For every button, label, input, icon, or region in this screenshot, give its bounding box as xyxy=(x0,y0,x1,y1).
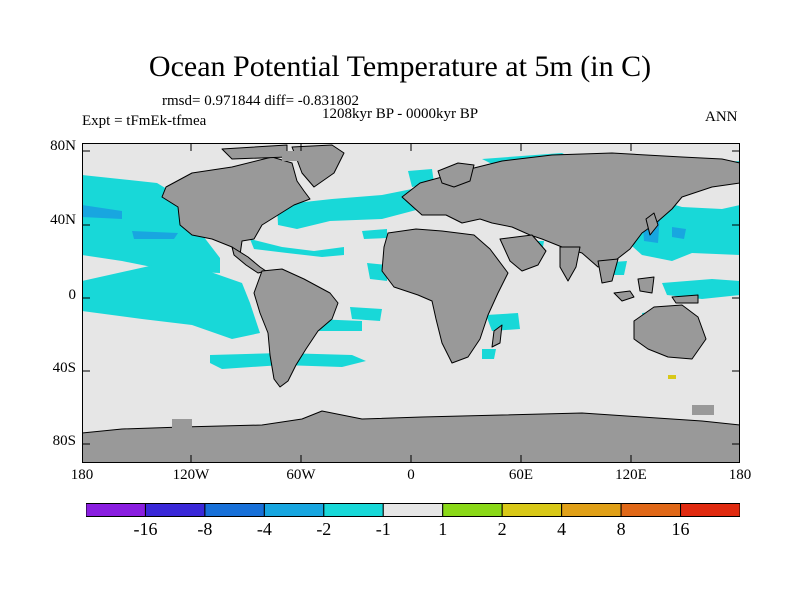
colorbar xyxy=(86,503,740,517)
land-masses xyxy=(82,144,740,463)
north-america xyxy=(161,156,311,256)
colorbar-label: 1 xyxy=(438,519,448,539)
x-tick-label: 0 xyxy=(407,467,415,483)
x-tick-label: 60E xyxy=(508,467,534,483)
arabia xyxy=(499,234,547,272)
africa xyxy=(381,228,509,364)
colorbar-swatch xyxy=(501,503,563,517)
colorbar-swatch xyxy=(323,503,384,517)
colorbar-swatch xyxy=(620,503,682,517)
x-tick-label: 120W xyxy=(172,467,210,483)
colorbar-swatch xyxy=(144,503,206,517)
antarctica xyxy=(82,410,740,463)
india xyxy=(559,246,581,282)
colorbar-swatch xyxy=(680,503,740,517)
y-tick-label: 40S xyxy=(52,360,76,376)
y-tick-label: 80S xyxy=(52,433,76,449)
madagascar xyxy=(491,324,503,348)
season-label: ANN xyxy=(705,109,738,125)
x-tick-label: 180 xyxy=(728,467,752,483)
colorbar-label: 4 xyxy=(557,519,567,539)
colorbar-label: -1 xyxy=(375,519,391,539)
temperature-difference-map xyxy=(82,143,740,463)
y-tick-label: 0 xyxy=(68,287,77,303)
colorbar-swatch xyxy=(382,503,444,517)
colorbar-label: -2 xyxy=(316,519,332,539)
colorbar-label: -8 xyxy=(197,519,213,539)
colorbar-label: 8 xyxy=(616,519,626,539)
south-america xyxy=(253,268,339,388)
colorbar-swatch xyxy=(86,503,146,517)
experiment-label: Expt = tFmEk-tfmea xyxy=(82,113,207,129)
indonesia xyxy=(613,290,635,302)
axis-ticks xyxy=(82,143,740,463)
australia xyxy=(633,304,707,360)
x-tick-label: 60W xyxy=(286,467,316,483)
colorbar-label: 16 xyxy=(671,519,690,539)
colorbar-label: -16 xyxy=(133,519,158,539)
scandinavia xyxy=(437,162,475,188)
x-tick-label: 120E xyxy=(615,467,647,483)
colorbar-swatch xyxy=(561,503,622,517)
colorbar-label: 2 xyxy=(497,519,507,539)
rmsd-diff-stats: rmsd= 0.971844 diff= -0.831802 xyxy=(162,93,360,109)
colorbar-swatch xyxy=(263,503,325,517)
colorbar-swatch xyxy=(442,503,503,517)
borneo xyxy=(637,276,655,294)
southeast-asia xyxy=(597,258,619,284)
colorbar-swatch xyxy=(204,503,265,517)
new-guinea xyxy=(671,294,699,304)
japan xyxy=(645,212,659,236)
colorbar-label: -4 xyxy=(256,519,272,539)
map-title: Ocean Potential Temperature at 5m (in C) xyxy=(148,50,652,83)
time-period: 1208kyr BP - 0000kyr BP xyxy=(322,106,479,122)
x-tick-label: 180 xyxy=(70,467,94,483)
y-tick-label: 80N xyxy=(50,138,76,154)
y-tick-label: 40N xyxy=(50,212,76,228)
land-shelf-cells xyxy=(172,151,714,429)
